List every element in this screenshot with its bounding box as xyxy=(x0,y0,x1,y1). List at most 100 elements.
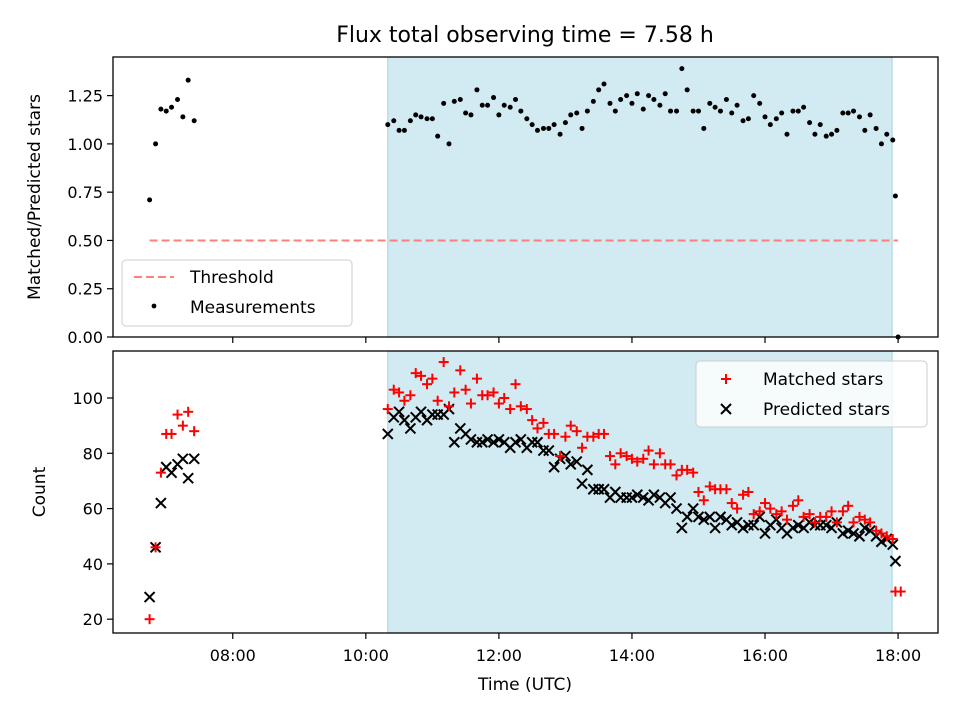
predicted-point xyxy=(543,444,555,457)
measurement-point xyxy=(435,133,441,139)
predicted-point xyxy=(182,472,194,484)
x-tick-label: 14:00 xyxy=(609,646,655,665)
measurement-point xyxy=(634,91,640,97)
matched-point xyxy=(738,489,749,500)
measurement-point xyxy=(175,96,181,102)
matched-point xyxy=(410,368,421,379)
threshold-legend-label: Threshold xyxy=(189,268,274,288)
measurement-point xyxy=(524,116,530,122)
matched-point xyxy=(665,459,676,470)
predicted-point xyxy=(177,453,189,465)
measurement-point xyxy=(590,98,596,104)
ratio-panel: 0.00 0.25 0.50 0.75 1.00 1.25 Matched/Predict… xyxy=(25,56,939,347)
measurement-point xyxy=(185,77,191,83)
predicted-point xyxy=(787,522,799,534)
matched-point xyxy=(382,404,393,415)
ratio-y-tick-label: 1.25 xyxy=(67,87,103,106)
predicted-point xyxy=(481,433,494,446)
matched-point xyxy=(765,503,776,514)
matched-point xyxy=(610,459,621,470)
count-x-ticks: 08:00 10:00 12:00 14:00 16:00 18:00 xyxy=(210,633,921,665)
count-y-axis-label: Count xyxy=(30,466,50,517)
matched-point xyxy=(150,542,161,553)
matched-point xyxy=(460,384,471,395)
predicted-point xyxy=(598,483,610,495)
measurement-point xyxy=(651,96,657,102)
measurement-point xyxy=(662,91,668,97)
matched-point xyxy=(809,517,820,528)
measurement-point xyxy=(884,131,890,137)
matched-point xyxy=(615,448,626,459)
measurement-point xyxy=(734,102,740,108)
predicted-point xyxy=(487,436,500,448)
predicted-point xyxy=(404,422,417,435)
x-tick-label: 12:00 xyxy=(476,646,522,665)
matched-point xyxy=(804,509,815,520)
measurement-point xyxy=(795,108,801,114)
matched-point xyxy=(760,498,771,509)
measurement-point xyxy=(751,93,757,99)
predicted-point xyxy=(692,511,705,523)
measurement-point xyxy=(546,125,552,131)
matched-point xyxy=(831,517,842,528)
measurement-point xyxy=(624,93,630,99)
measurement-point xyxy=(834,127,840,133)
measurement-point xyxy=(712,104,718,110)
measurement-point xyxy=(851,108,857,114)
predicted-point xyxy=(515,433,527,446)
matched-point xyxy=(549,428,560,439)
matched-point xyxy=(781,514,792,525)
predicted-point xyxy=(737,522,749,534)
count-panel: 20 40 60 80 100 08:00 10:00 12:00 14:00 16:00 18:… xyxy=(30,350,939,695)
matched-point xyxy=(682,464,693,475)
matched-point xyxy=(438,357,449,368)
predicted-point xyxy=(571,455,583,468)
matched-point xyxy=(443,401,454,412)
measurement-point xyxy=(773,116,779,122)
measurement-point xyxy=(890,137,896,143)
matched-point xyxy=(688,467,699,478)
predicted-point xyxy=(637,491,649,504)
predicted-point xyxy=(681,511,693,523)
predicted-point xyxy=(670,502,683,515)
predicted-point xyxy=(887,538,899,551)
matched-point xyxy=(455,365,466,376)
predicted-point xyxy=(143,591,156,603)
measurement-point xyxy=(657,102,663,108)
matched-point xyxy=(427,373,438,384)
predicted-point xyxy=(448,436,461,448)
measurement-point xyxy=(717,108,723,114)
measurement-point xyxy=(385,122,391,128)
matched-point xyxy=(588,431,599,442)
matched-point xyxy=(848,517,859,528)
predicted-point xyxy=(465,433,477,446)
predicted-point xyxy=(853,530,866,542)
predicted-point xyxy=(155,497,167,509)
matched-point xyxy=(776,506,787,517)
ratio-y-tick-label: 0.25 xyxy=(67,280,103,299)
measurement-point xyxy=(457,96,463,102)
matched-point xyxy=(638,453,649,464)
matched-point xyxy=(515,401,526,412)
measurement-point xyxy=(640,106,646,112)
measurement-point xyxy=(878,141,884,147)
measurement-point xyxy=(501,102,507,108)
measurement-point xyxy=(817,122,823,128)
predicted-point xyxy=(687,502,699,515)
matched-point xyxy=(493,398,504,409)
predicted-point xyxy=(726,519,738,531)
measurement-point xyxy=(158,106,164,112)
observing-span-top xyxy=(387,57,893,337)
predicted-point xyxy=(704,511,716,523)
predicted-point xyxy=(648,489,660,501)
matched-point xyxy=(798,511,809,522)
predicted-point xyxy=(631,489,643,501)
measurement-point xyxy=(446,141,452,147)
ratio-x-ticks xyxy=(232,337,899,343)
count-y-tick-label: 20 xyxy=(83,610,103,629)
predicted-point xyxy=(770,513,783,526)
measurement-point xyxy=(601,81,607,87)
measurement-point xyxy=(441,100,447,106)
ratio-y-ticks: 0.00 0.25 0.50 0.75 1.00 1.25 xyxy=(67,87,113,347)
measurement-point xyxy=(801,104,807,110)
